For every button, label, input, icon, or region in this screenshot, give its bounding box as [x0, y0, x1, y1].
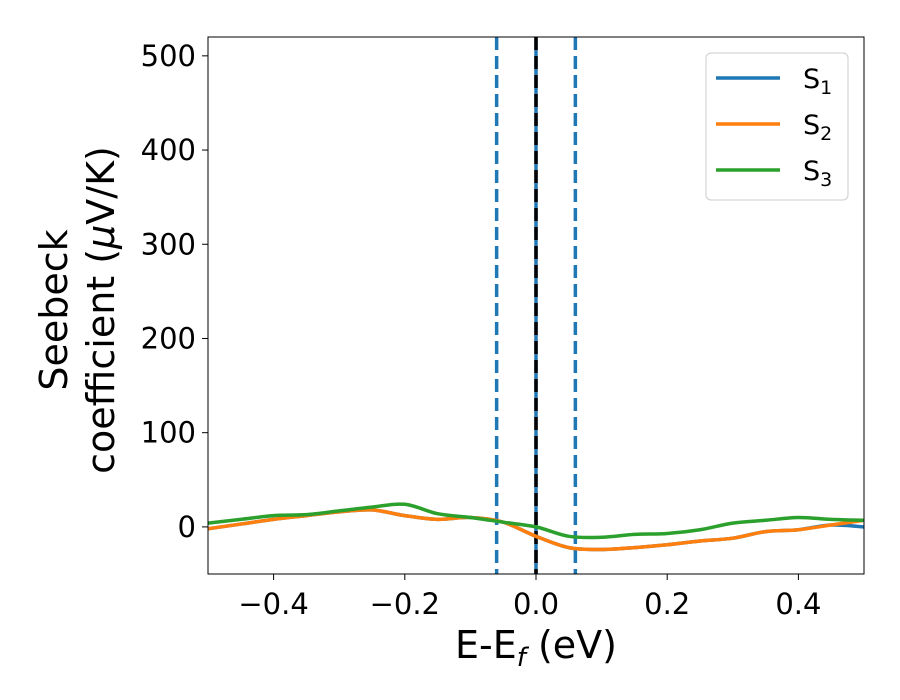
- series-line-s3: [208, 502, 864, 540]
- y-tick-label: 0: [178, 510, 196, 544]
- y-axis-label-line2: coefficient (μV/K): [79, 146, 123, 474]
- x-tick-label: 0.0: [513, 587, 559, 621]
- y-tick-label: 400: [141, 133, 196, 167]
- x-tick-label: −0.4: [238, 587, 308, 621]
- y-tick-label: 300: [141, 227, 196, 261]
- legend-label-s2: S2: [803, 110, 832, 145]
- y-axis-ticks: 0 100 200 300 400 500: [141, 39, 208, 544]
- x-axis-label: E-Ef (eV): [455, 623, 617, 673]
- x-tick-label: 0.2: [644, 587, 690, 621]
- y-tick-label: 200: [141, 321, 196, 355]
- vertical-lines: [494, 37, 578, 574]
- y-tick-label: 100: [141, 416, 196, 450]
- y-axis-label: Seebeck coefficient (μV/K): [32, 146, 123, 474]
- x-axis-ticks: −0.4 −0.2 0.0 0.2 0.4: [238, 574, 821, 621]
- legend: S1 S2 S3: [705, 52, 849, 201]
- x-tick-label: 0.4: [775, 587, 821, 621]
- x-tick-label: −0.2: [370, 587, 440, 621]
- y-axis-label-line1: Seebeck: [32, 229, 76, 390]
- legend-box: [705, 52, 849, 201]
- y-tick-label: 500: [141, 39, 196, 73]
- legend-label-s1: S1: [803, 64, 832, 99]
- legend-label-s3: S3: [803, 156, 832, 191]
- series-lines: [208, 502, 864, 552]
